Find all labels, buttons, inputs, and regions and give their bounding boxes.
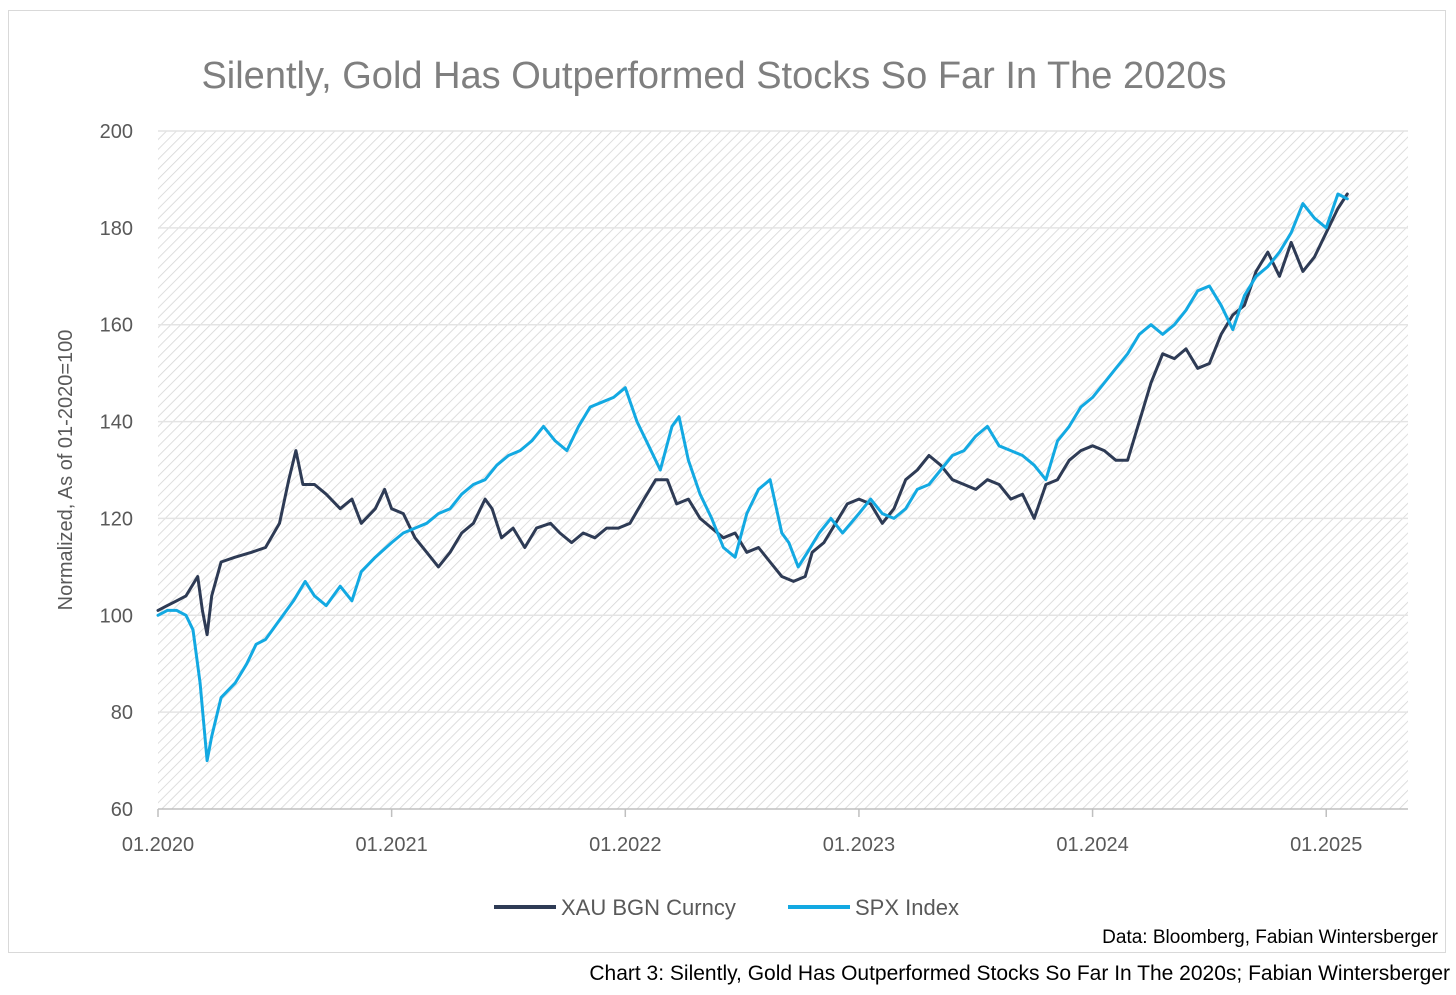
x-tick-label: 01.2021 <box>355 834 427 856</box>
chart-title: Silently, Gold Has Outperformed Stocks S… <box>201 55 1226 97</box>
x-tick-label: 01.2020 <box>122 834 194 856</box>
y-axis-ticks: 60 80 100 120 140 160 180 200 <box>100 121 133 821</box>
y-tick-label: 180 <box>100 218 133 240</box>
y-tick-label: 80 <box>111 702 133 724</box>
x-tick-label: 01.2022 <box>589 834 661 856</box>
legend: XAU BGN Curncy SPX Index <box>494 895 959 920</box>
y-tick-label: 100 <box>100 605 133 627</box>
y-tick-label: 200 <box>100 121 133 143</box>
data-source-note: Data: Bloomberg, Fabian Wintersberger <box>1102 927 1438 948</box>
plot-area <box>158 131 1408 809</box>
series-line-spx <box>156 192 1349 763</box>
y-tick-label: 120 <box>100 508 133 530</box>
series-lines <box>156 192 1349 763</box>
x-axis-ticks: 01.2020 01.2021 01.2022 01.2023 01.2024 01.20… <box>122 809 1362 856</box>
y-tick-label: 140 <box>100 412 133 434</box>
legend-label-spx: SPX Index <box>855 895 959 920</box>
x-tick-label: 01.2023 <box>823 834 895 856</box>
series-line-xau <box>156 192 1349 637</box>
figure-caption: Chart 3: Silently, Gold Has Outperformed… <box>589 962 1450 985</box>
y-tick-label: 60 <box>111 799 133 821</box>
x-tick-label: 01.2025 <box>1290 834 1362 856</box>
y-axis-label: Normalized, As of 01-2020=100 <box>55 330 77 611</box>
legend-label-xau: XAU BGN Curncy <box>561 895 736 920</box>
gridlines <box>158 130 1408 713</box>
x-tick-label: 01.2024 <box>1056 834 1128 856</box>
y-tick-label: 160 <box>100 315 133 337</box>
